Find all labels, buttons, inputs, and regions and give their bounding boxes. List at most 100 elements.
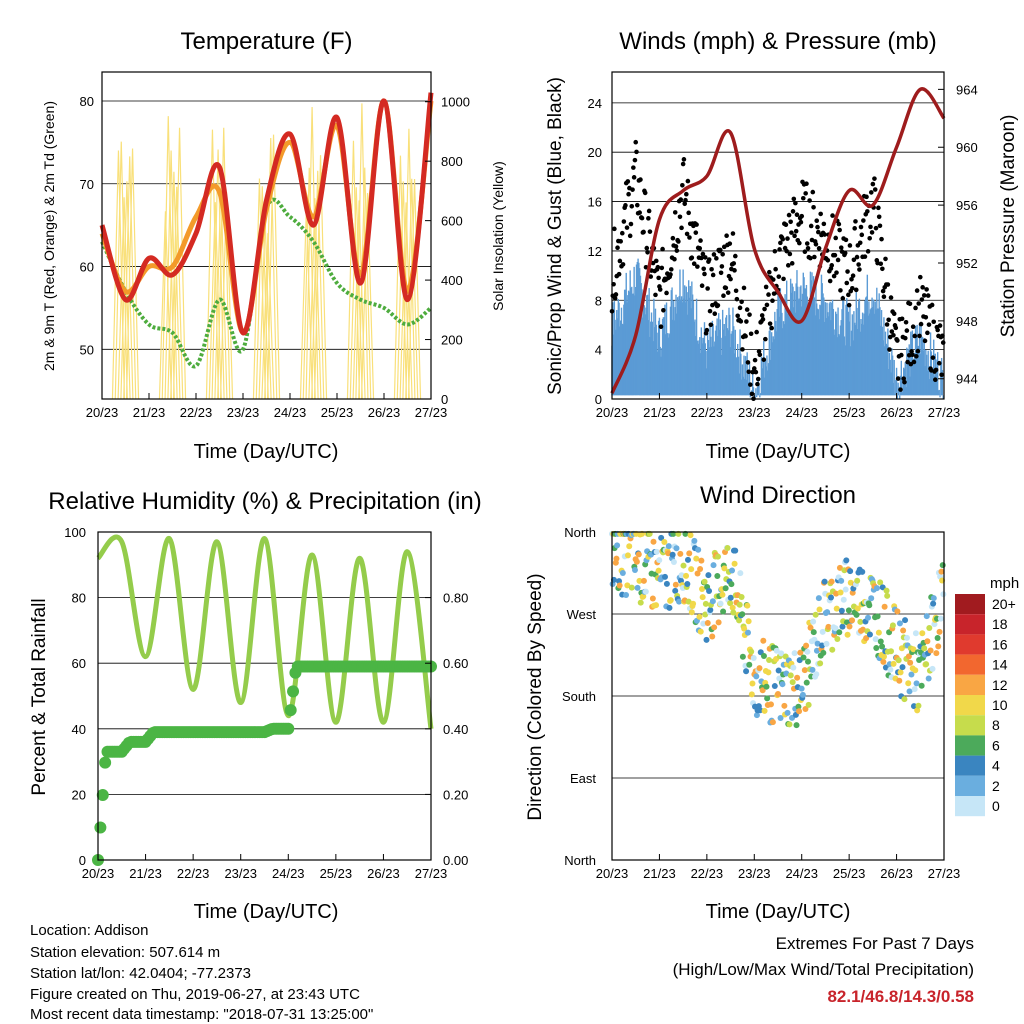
direction-point bbox=[794, 674, 801, 681]
direction-point bbox=[812, 611, 819, 618]
winds-gust-point bbox=[621, 219, 627, 224]
winds-gust-point bbox=[735, 313, 740, 319]
direction-point bbox=[890, 660, 897, 667]
winds-gust-point bbox=[746, 369, 752, 375]
footer-elevation: Station elevation: 507.614 m bbox=[30, 944, 221, 961]
direction-point bbox=[680, 562, 687, 569]
winds-gust-point bbox=[687, 221, 693, 227]
winds-gust-point bbox=[905, 359, 910, 365]
winds-gust-point bbox=[911, 359, 917, 365]
winds-gust-point bbox=[744, 307, 750, 312]
direction-point bbox=[747, 653, 754, 660]
humidity-precip-point bbox=[394, 660, 407, 673]
direction-point bbox=[638, 589, 645, 596]
winds-gust-point bbox=[659, 265, 665, 271]
direction-point bbox=[798, 685, 805, 692]
direction-point bbox=[753, 712, 760, 719]
temperature-solar-spike bbox=[311, 170, 325, 400]
direction-point bbox=[677, 550, 684, 557]
winds-gust-point bbox=[828, 266, 834, 271]
direction-point bbox=[786, 721, 793, 728]
direction-point bbox=[729, 567, 736, 574]
winds-gust-point bbox=[916, 301, 922, 306]
winds-right-tick-label: 956 bbox=[956, 198, 978, 213]
winds-frame bbox=[611, 71, 945, 400]
extremes-values: 82.1/46.8/14.3/0.58 bbox=[827, 987, 974, 1006]
winds-gust-point bbox=[710, 272, 716, 278]
direction-point bbox=[757, 649, 764, 656]
winds-gust-point bbox=[812, 254, 817, 260]
winds-gust-point bbox=[800, 179, 805, 185]
humidity-precip-point bbox=[234, 726, 247, 739]
temperature-2m-line bbox=[99, 92, 434, 336]
direction-point bbox=[879, 584, 886, 591]
winds-gust-point bbox=[891, 332, 896, 338]
direction-point bbox=[826, 597, 833, 604]
direction-point bbox=[736, 601, 743, 608]
humidity-precip-point bbox=[251, 726, 264, 739]
direction-point bbox=[842, 559, 849, 566]
winds-gust-point bbox=[725, 242, 730, 248]
winds-gust-point bbox=[625, 179, 631, 184]
winds-gust-point bbox=[787, 251, 793, 257]
direction-point bbox=[807, 624, 814, 631]
direction-point bbox=[835, 577, 842, 584]
humidity-precip-point bbox=[298, 660, 311, 673]
winds-gust-point bbox=[624, 225, 630, 230]
direction-point bbox=[902, 642, 909, 649]
humidity-precip-point bbox=[172, 726, 185, 739]
direction-point bbox=[639, 530, 646, 537]
direction-point bbox=[627, 535, 634, 542]
humidity-precip-point bbox=[191, 726, 204, 739]
legend-swatch bbox=[955, 695, 985, 716]
humidity-precip-point bbox=[329, 660, 342, 673]
winds-gust-point bbox=[804, 181, 809, 187]
direction-point bbox=[894, 608, 901, 615]
humidity-x-tick-label: 27/23 bbox=[415, 866, 448, 881]
winds-right-axis-label: Station Pressure (Maroon) bbox=[998, 115, 1019, 338]
temperature-solar-spike bbox=[205, 129, 220, 400]
direction-x-tick-label: 27/23 bbox=[928, 866, 961, 881]
direction-point bbox=[767, 719, 774, 726]
winds-left-tick-label: 8 bbox=[595, 293, 602, 308]
winds-right-tick-label: 944 bbox=[956, 372, 978, 387]
humidity-precip-point bbox=[225, 726, 238, 739]
temperature-solar-spike bbox=[211, 149, 225, 400]
winds-x-axis-label: Time (Day/UTC) bbox=[706, 441, 851, 463]
direction-point bbox=[919, 630, 926, 637]
winds-gust-point bbox=[779, 235, 785, 240]
temperature-solar-spike bbox=[402, 128, 416, 400]
winds-gust-point bbox=[929, 368, 934, 373]
direction-point bbox=[660, 549, 667, 556]
winds-gust-point bbox=[656, 275, 661, 281]
humidity-precip-point bbox=[232, 726, 245, 739]
direction-point bbox=[820, 649, 827, 656]
direction-point bbox=[796, 657, 803, 664]
humidity-precip-point bbox=[268, 722, 281, 735]
winds-gust-point bbox=[798, 219, 804, 225]
winds-x-tick-label: 21/23 bbox=[643, 405, 676, 420]
humidity-precip-point bbox=[130, 735, 143, 748]
temperature-right-tick-label: 200 bbox=[441, 333, 463, 348]
winds-gust-point bbox=[872, 176, 877, 181]
direction-point bbox=[616, 582, 623, 589]
direction-point bbox=[877, 579, 884, 586]
winds-gust-point bbox=[830, 213, 835, 218]
direction-point bbox=[794, 684, 801, 691]
winds-gust-point bbox=[635, 210, 641, 216]
legend-label: 14 bbox=[992, 657, 1008, 673]
humidity-precip-point bbox=[127, 735, 140, 748]
humidity-precip-point bbox=[363, 660, 376, 673]
direction-point bbox=[815, 595, 822, 602]
winds-gust-point bbox=[786, 212, 792, 218]
direction-point bbox=[727, 594, 734, 601]
winds-gust-point bbox=[927, 304, 933, 309]
direction-point bbox=[913, 680, 920, 687]
humidity-precip-point bbox=[365, 660, 378, 673]
direction-point bbox=[843, 619, 850, 626]
winds-gust-point bbox=[725, 290, 731, 295]
winds-gust-point bbox=[622, 205, 627, 211]
winds-gust-point bbox=[729, 266, 734, 272]
temperature-x-tick-label: 23/23 bbox=[227, 405, 260, 420]
legend-label: 4 bbox=[992, 758, 1000, 774]
